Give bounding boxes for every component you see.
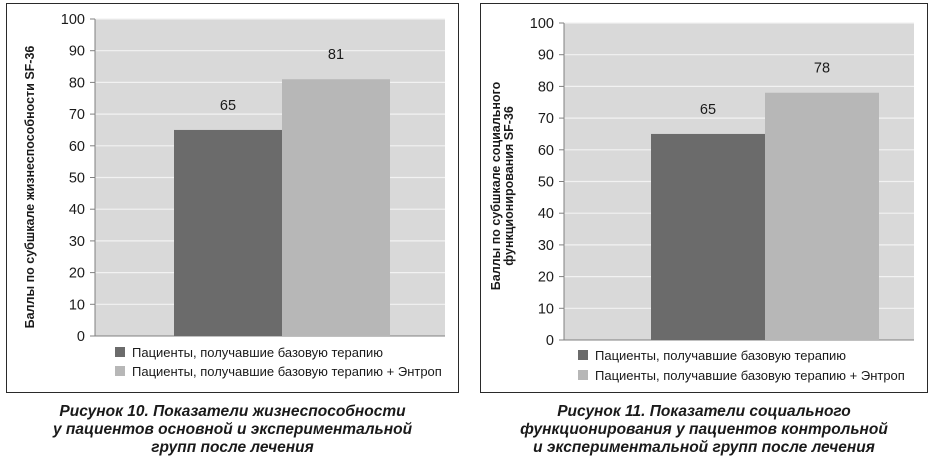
y-tick-label: 100	[61, 12, 85, 28]
legend-swatch	[115, 366, 125, 376]
caption-line: групп после лечения	[151, 439, 314, 456]
data-label: 78	[814, 61, 830, 77]
data-label: 65	[220, 98, 236, 114]
legend-label: Пациенты, получавшие базовую терапию + Э…	[132, 364, 442, 379]
legend-label: Пациенты, получавшие базовую терапию	[595, 348, 846, 363]
caption-line: функционирования у пациентов контрольной	[520, 421, 888, 438]
y-tick-label: 0	[77, 329, 85, 345]
y-axis-title: функционирования SF-36	[502, 106, 516, 266]
y-axis-title: Баллы по субшкале социального	[489, 81, 503, 290]
legend-label: Пациенты, получавшие базовую терапию	[132, 345, 383, 360]
y-tick-label: 100	[530, 16, 554, 32]
vitality-chart: 0 10 20 30 40 50 60 70 80 90 100 65 81 Баллы по субшк…	[23, 12, 445, 379]
y-tick-label: 30	[538, 238, 554, 254]
y-tick-label: 60	[69, 139, 85, 155]
y-tick-label: 80	[538, 79, 554, 95]
y-tick-label: 70	[538, 111, 554, 127]
chart-panel-vitality: 0 10 20 30 40 50 60 70 80 90 100 65 81 Баллы по субшк…	[6, 3, 459, 393]
y-tick-label: 10	[538, 301, 554, 317]
y-tick-label: 50	[538, 175, 554, 191]
bar	[282, 79, 390, 336]
caption-line: у пациентов основной и экспериментальной	[52, 421, 413, 438]
y-tick-label: 80	[69, 75, 85, 91]
y-tick-label: 60	[538, 143, 554, 159]
legend-label: Пациенты, получавшие базовую терапию + Э…	[595, 368, 905, 383]
bar	[765, 92, 879, 341]
y-tick-label: 40	[69, 202, 85, 218]
social-functioning-chart: 0 10 20 30 40 50 60 70 80 90 100 65 78 Баллы по субшк…	[489, 16, 914, 383]
bar	[651, 133, 765, 340]
legend-swatch	[578, 370, 588, 380]
figure-caption-11: Рисунок 11. Показатели социального функц…	[480, 403, 928, 457]
y-tick-label: 90	[538, 48, 554, 64]
y-tick-label: 90	[69, 44, 85, 60]
chart-panel-social: 0 10 20 30 40 50 60 70 80 90 100 65 78 Баллы по субшк…	[480, 3, 928, 393]
legend-swatch	[578, 350, 588, 360]
bar	[174, 129, 282, 336]
y-tick-label: 10	[69, 297, 85, 313]
y-tick-label: 70	[69, 107, 85, 123]
y-tick-label: 30	[69, 234, 85, 250]
y-tick-label: 20	[538, 270, 554, 286]
caption-line: Рисунок 10. Показатели жизнеспособности	[59, 403, 406, 420]
figure-caption-10: Рисунок 10. Показатели жизнеспособности …	[6, 403, 459, 457]
legend-swatch	[115, 347, 125, 357]
y-axis-title: Баллы по субшкале жизнеспособности SF-36	[23, 46, 37, 329]
data-label: 65	[700, 102, 716, 118]
y-tick-label: 0	[546, 333, 554, 349]
y-tick-label: 20	[69, 266, 85, 282]
y-tick-label: 50	[69, 171, 85, 187]
data-label: 81	[328, 47, 344, 63]
caption-line: Рисунок 11. Показатели социального	[557, 403, 851, 420]
y-tick-label: 40	[538, 206, 554, 222]
caption-line: и экспериментальной групп после лечения	[533, 439, 875, 456]
